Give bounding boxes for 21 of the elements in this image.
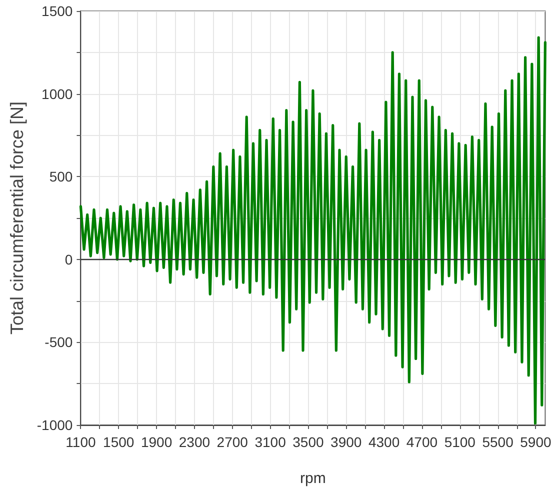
x-tick-label: 4700 — [406, 434, 438, 450]
x-axis-title: rpm — [300, 470, 326, 487]
x-tick-label: 2300 — [178, 434, 210, 450]
x-tick-label: 3500 — [292, 434, 324, 450]
y-tick-label: 1500 — [42, 3, 73, 19]
x-tick-label: 2700 — [216, 434, 248, 450]
x-tick-label: 4300 — [368, 434, 400, 450]
y-axis-title: Total circumferential force [N] — [7, 101, 27, 335]
y-tick-label: -1000 — [36, 417, 73, 433]
x-tick-label: 5900 — [520, 434, 552, 450]
x-tick-label: 5100 — [444, 434, 476, 450]
x-tick-label: 1500 — [103, 434, 134, 450]
x-tick-label: 5500 — [482, 434, 514, 450]
x-tick-label: 1900 — [140, 434, 172, 450]
y-tick-label: 1000 — [42, 86, 73, 102]
y-tick-label: 0 — [64, 251, 73, 268]
y-tick-label: -500 — [44, 334, 73, 350]
x-tick-label: 3100 — [254, 434, 286, 450]
y-tick-label: 500 — [49, 168, 73, 185]
x-tick-label: 1100 — [66, 434, 96, 450]
x-tick-label: 3900 — [330, 434, 362, 450]
